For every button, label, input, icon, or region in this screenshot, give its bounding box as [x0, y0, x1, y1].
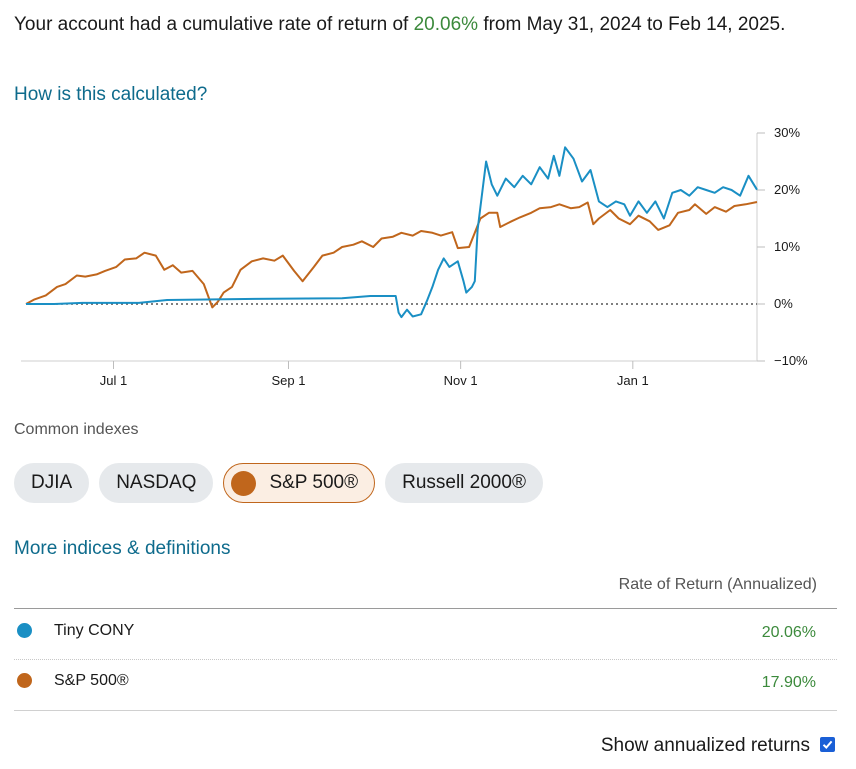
- series-color-dot: [17, 673, 32, 688]
- summary-return-value: 20.06%: [413, 14, 479, 35]
- chip-russell-2000[interactable]: Russell 2000®: [385, 463, 543, 503]
- y-axis: 30% 20% 10% 0% −10%: [26, 125, 808, 368]
- table-bottom-divider: [14, 710, 837, 711]
- y-tick-label: 20%: [774, 182, 800, 197]
- table-row: S&P 500® 17.90%: [14, 659, 837, 709]
- x-tick-label: Jul 1: [100, 373, 127, 388]
- series-color-dot: [17, 623, 32, 638]
- return-summary: Your account had a cumulative rate of re…: [14, 10, 814, 39]
- y-tick-label: 30%: [774, 125, 800, 140]
- x-axis: Jul 1 Sep 1 Nov 1 Jan 1: [21, 360, 757, 388]
- annualized-label: Show annualized returns: [600, 735, 810, 756]
- chip-nasdaq-label: NASDAQ: [116, 472, 197, 493]
- y-tick-label: −10%: [774, 353, 808, 368]
- y-tick-label: 10%: [774, 239, 800, 254]
- sp500-color-dot: [231, 470, 257, 496]
- table-row: Tiny CONY 20.06%: [14, 609, 837, 659]
- rate-of-return-header: Rate of Return (Annualized): [618, 576, 817, 593]
- x-tick-label: Jan 1: [617, 373, 649, 388]
- chip-sp500[interactable]: S&P 500®: [223, 463, 376, 503]
- table-header-divider: [14, 608, 837, 609]
- row-value: 20.06%: [761, 624, 816, 641]
- sp500-series-line: [25, 201, 758, 309]
- annualized-checkbox[interactable]: [820, 737, 835, 752]
- chip-nasdaq[interactable]: NASDAQ: [99, 463, 214, 503]
- tiny-cony-series-line: [26, 146, 758, 319]
- chip-djia-label: DJIA: [31, 472, 73, 493]
- chip-russell-label: Russell 2000®: [402, 472, 526, 493]
- row-divider: [14, 659, 837, 660]
- chart-lines: [25, 146, 758, 319]
- common-indexes-label: Common indexes: [14, 421, 139, 438]
- index-chip-group: DJIA NASDAQ S&P 500® Russell 2000®: [14, 463, 543, 503]
- check-icon: [822, 740, 833, 749]
- chip-sp500-label: S&P 500®: [269, 472, 359, 493]
- return-chart: 30% 20% 10% 0% −10% Jul 1 Sep 1 Nov 1 Jan 1: [21, 125, 808, 388]
- more-indices-link[interactable]: More indices & definitions: [14, 538, 231, 559]
- how-calculated-link[interactable]: How is this calculated?: [14, 84, 208, 105]
- summary-prefix: Your account had a cumulative rate of re…: [14, 14, 414, 35]
- x-tick-label: Sep 1: [271, 373, 305, 388]
- summary-suffix: from May 31, 2024 to Feb 14, 2025.: [478, 14, 786, 35]
- y-tick-label: 0%: [774, 296, 793, 311]
- row-name: Tiny CONY: [54, 622, 135, 639]
- x-tick-label: Nov 1: [444, 373, 478, 388]
- row-name: S&P 500®: [54, 672, 129, 689]
- row-value: 17.90%: [761, 674, 816, 691]
- chip-djia[interactable]: DJIA: [14, 463, 90, 503]
